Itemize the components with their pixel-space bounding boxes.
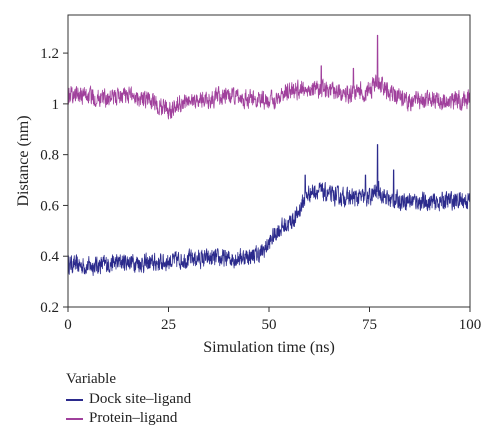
series-line-protein-ligand: [67, 34, 471, 120]
y-tick-label: 1.2: [40, 46, 59, 62]
x-tick-label: 75: [362, 317, 377, 333]
legend-label-protein-ligand: Protein–ligand: [89, 410, 178, 426]
x-axis: 0 25 50 75 100: [64, 307, 481, 333]
y-axis-title: Distance (nm): [15, 115, 32, 206]
y-tick-label: 0.6: [40, 198, 59, 214]
x-tick-label: 0: [64, 317, 72, 333]
series-line-dock-site-ligand: [67, 144, 471, 276]
x-axis-title: Simulation time (ns): [203, 339, 335, 356]
y-tick-label: 0.4: [40, 249, 59, 265]
legend-item-dock-site-ligand: Dock site–ligand: [66, 390, 191, 409]
legend-title: Variable: [66, 371, 116, 387]
legend-swatch-protein-ligand: [66, 417, 83, 420]
x-tick-label: 100: [459, 317, 482, 333]
legend-label-dock-site-ligand: Dock site–ligand: [89, 391, 192, 407]
legend: Variable Dock site–ligand Protein–ligand: [66, 370, 191, 428]
y-tick-label: 0.8: [40, 148, 59, 164]
x-tick-label: 25: [161, 317, 176, 333]
y-tick-label: 1: [52, 97, 60, 113]
x-tick-label: 50: [262, 317, 277, 333]
y-tick-label: 0.2: [40, 300, 59, 316]
series-layer: [67, 34, 471, 276]
plot-frame: [67, 14, 471, 308]
y-axis: 0.2 0.4 0.6 0.8 1 1.2: [40, 46, 68, 316]
legend-item-protein-ligand: Protein–ligand: [66, 409, 191, 428]
legend-swatch-dock-site-ligand: [66, 398, 83, 401]
